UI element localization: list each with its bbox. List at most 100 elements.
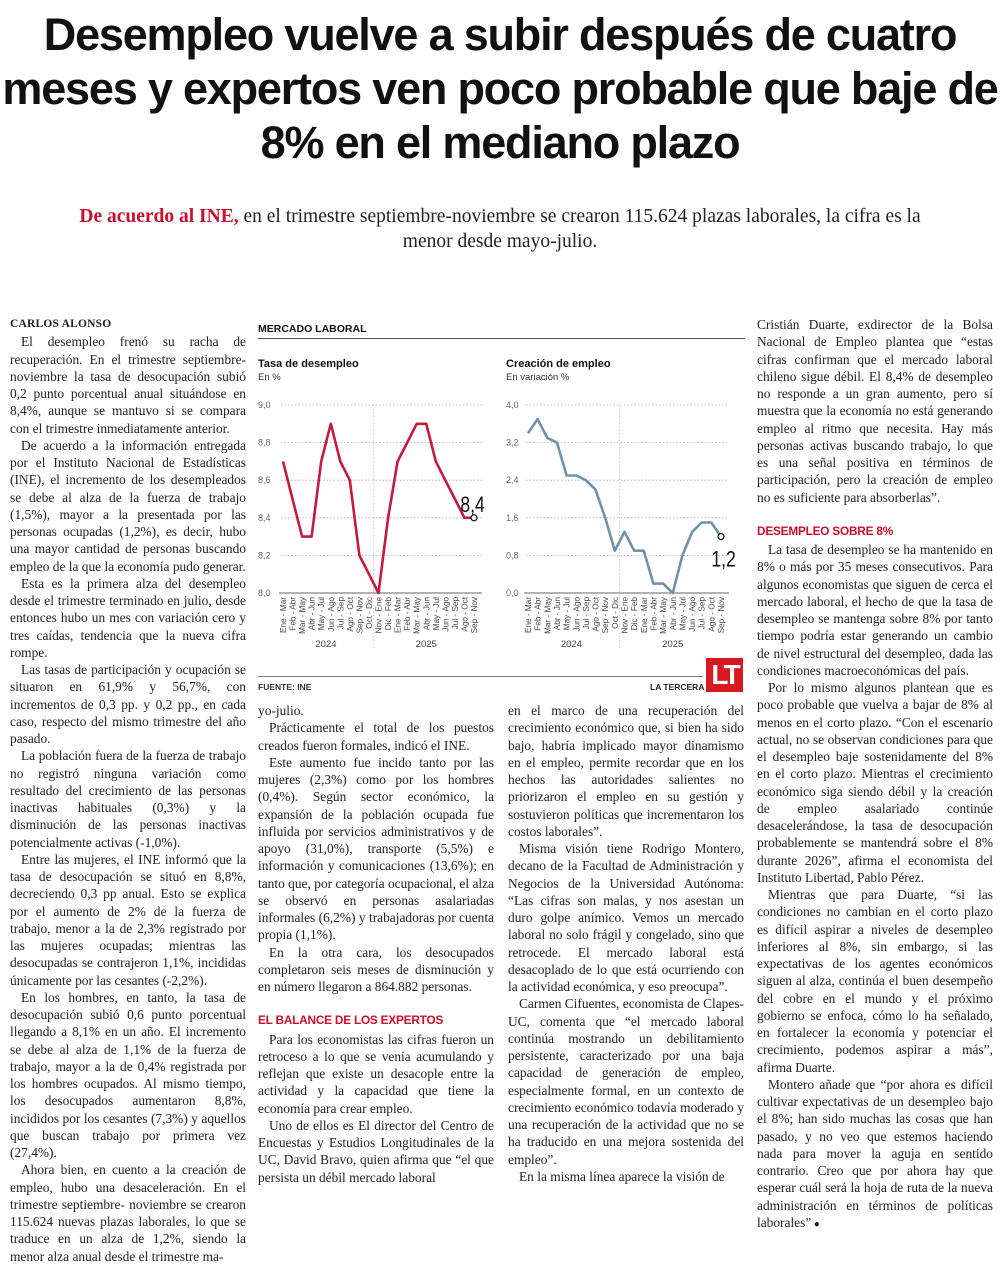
- x-tick-label: Jun - Ago: [688, 597, 697, 632]
- x-tick-label: Jul - Sep: [582, 597, 591, 630]
- year-label: 2024: [561, 639, 582, 650]
- paragraph: Misma visión tiene Rodrigo Montero, deca…: [508, 840, 744, 995]
- x-tick-label: Jul - Sep: [336, 597, 345, 630]
- x-tick-label: Abr - Jun: [669, 597, 678, 631]
- paragraph: La población fuera de la fuerza de traba…: [10, 747, 246, 851]
- x-tick-label: Dic - Feb: [384, 597, 393, 631]
- year-label: 2025: [416, 639, 437, 650]
- x-tick-label: Jul - Sep: [698, 597, 707, 630]
- paragraph: De acuerdo a la información entregada po…: [10, 437, 246, 575]
- x-tick-label: Abr - Jun: [553, 597, 562, 631]
- y-tick-label: 3,2: [506, 438, 519, 448]
- series-line: [528, 419, 721, 593]
- end-mark-icon: ●: [811, 1219, 820, 1230]
- chart-2: Creación de empleo En variación % 0,0 0,8 1,…: [506, 358, 736, 650]
- x-tick-label: Feb - Abr: [403, 597, 412, 631]
- paragraph: En la otra cara, los desocupados complet…: [258, 944, 494, 996]
- paragraph: yo-julio.: [258, 702, 494, 719]
- paragraph: En los hombres, en tanto, la tasa de des…: [10, 989, 246, 1162]
- paragraph: Cristián Duarte, exdirector de la Bolsa …: [757, 316, 993, 506]
- paragraph: La tasa de desempleo se ha mantenido en …: [757, 541, 993, 679]
- x-tick-label: Nov - Ene: [621, 597, 630, 634]
- x-tick-label: Ago - Oct: [707, 596, 716, 631]
- x-tick-label: Sep - Nov: [355, 596, 364, 633]
- la-tercera-logo: LT: [706, 658, 743, 692]
- x-tick-label: Jun - Ago: [327, 597, 336, 632]
- x-tick-label: Ago - Oct: [346, 596, 355, 631]
- paragraph: Para los economistas las cifras fueron u…: [258, 1031, 494, 1117]
- x-tick-label: Mar - May: [413, 596, 422, 634]
- y-tick-label: 0,8: [506, 550, 519, 560]
- x-tick-label: Ene - Mar: [524, 597, 533, 633]
- x-tick-label: Abr - Jun: [308, 597, 317, 631]
- data-point: [718, 534, 724, 540]
- y-tick-label: 9,0: [258, 400, 271, 410]
- paragraph: Entre las mujeres, el INE informó que la…: [10, 851, 246, 989]
- paragraph: Este aumento fue incido tanto por las mu…: [258, 754, 494, 944]
- chart-title: Creación de empleo: [506, 358, 611, 370]
- paragraph: en el marco de una recuperación del crec…: [508, 702, 744, 840]
- year-label: 2025: [662, 639, 683, 650]
- x-tick-label: Jun - Ago: [572, 597, 581, 632]
- x-tick-label: Ene - Mar: [279, 597, 288, 633]
- y-tick-label: 8,8: [258, 438, 271, 448]
- x-tick-label: Mar - May: [298, 596, 307, 634]
- y-tick-label: 0,0: [506, 588, 519, 598]
- paragraph: Esta es la primera alza del desempleo de…: [10, 575, 246, 661]
- column-4: Cristián Duarte, exdirector de la Bolsa …: [757, 316, 993, 1233]
- x-tick-label: Feb - Abr: [534, 597, 543, 631]
- x-tick-label: Jun - Ago: [441, 597, 450, 632]
- y-tick-label: 8,2: [258, 550, 271, 560]
- paragraph: Por lo mismo algunos plantean que es poc…: [757, 679, 993, 886]
- column-1: CARLOS ALONSO El desempleo frenó su rach…: [10, 316, 246, 1265]
- x-tick-label: May - Jul: [563, 597, 572, 630]
- x-tick-label: Jul - Sep: [451, 597, 460, 630]
- y-tick-label: 8,4: [258, 513, 271, 523]
- paragraph: Las tasas de participación y ocupación s…: [10, 661, 246, 747]
- y-tick-label: 1,6: [506, 513, 519, 523]
- x-tick-label: Dic - Feb: [630, 597, 639, 631]
- subhead-text: en el trimestre septiembre-noviembre se …: [239, 206, 921, 252]
- paragraph: Ahora bien, en cuento a la creación de e…: [10, 1161, 246, 1265]
- x-tick-label: May - Jul: [432, 597, 441, 630]
- paragraph: El desempleo frenó su racha de recuperac…: [10, 333, 246, 437]
- x-tick-label: May - Jul: [678, 597, 687, 630]
- headline: Desempleo vuelve a subir después de cuat…: [0, 8, 1000, 170]
- chart-subtitle: En variación %: [506, 372, 570, 383]
- paragraph: Montero añade que “por ahora es difícil …: [757, 1076, 993, 1233]
- x-tick-label: Oct - Dic: [365, 597, 374, 629]
- y-tick-label: 8,6: [258, 475, 271, 485]
- infographic-mercado-laboral: MERCADO LABORAL Tasa de desempleo En % 8,0…: [258, 320, 745, 695]
- series-line: [283, 424, 474, 593]
- chart-subtitle: En %: [258, 372, 281, 383]
- year-label: 2024: [315, 639, 336, 650]
- y-tick-label: 4,0: [506, 400, 519, 410]
- paragraph: Uno de ellos es El director del Centro d…: [258, 1117, 494, 1186]
- x-tick-label: Sep - Nov: [717, 596, 726, 633]
- x-tick-label: Ene - Mar: [394, 597, 403, 633]
- data-label-last: 8,4: [460, 493, 484, 517]
- paragraph: Mientras que para Duarte, “si las condic…: [757, 886, 993, 1076]
- x-tick-label: Nov - Ene: [375, 597, 384, 634]
- paragraph: Carmen Cifuentes, economista de Clapes-U…: [508, 995, 744, 1168]
- charts: Tasa de desempleo En % 8,0 8,2 8,4 8,6 8,8 9,0 E…: [258, 355, 745, 673]
- x-tick-label: Feb - Abr: [649, 597, 658, 631]
- infographic-title: MERCADO LABORAL: [258, 323, 367, 335]
- x-tick-label: Ago - Oct: [592, 596, 601, 631]
- x-tick-label: Ago - Oct: [460, 596, 469, 631]
- subhead-lead: De acuerdo al INE,: [79, 206, 238, 227]
- section-heading: DESEMPLEO SOBRE 8%: [757, 523, 993, 540]
- column-3: en el marco de una recuperación del crec…: [508, 702, 744, 1185]
- chart-title: Tasa de desempleo: [258, 358, 359, 370]
- divider: [258, 676, 703, 677]
- x-tick-label: Sep - Nov: [601, 596, 610, 633]
- x-tick-label: Feb - Abr: [289, 597, 298, 631]
- x-tick-label: Abr - Jun: [422, 597, 431, 631]
- divider: [258, 338, 745, 339]
- y-tick-label: 8,0: [258, 588, 271, 598]
- y-tick-label: 2,4: [506, 475, 519, 485]
- paragraph: En la misma línea aparece la visión de: [508, 1168, 744, 1185]
- paragraph: Prácticamente el total de los puestos cr…: [258, 719, 494, 754]
- column-2: yo-julio.Prácticamente el total de los p…: [258, 702, 494, 1186]
- x-tick-label: May - Jul: [317, 597, 326, 630]
